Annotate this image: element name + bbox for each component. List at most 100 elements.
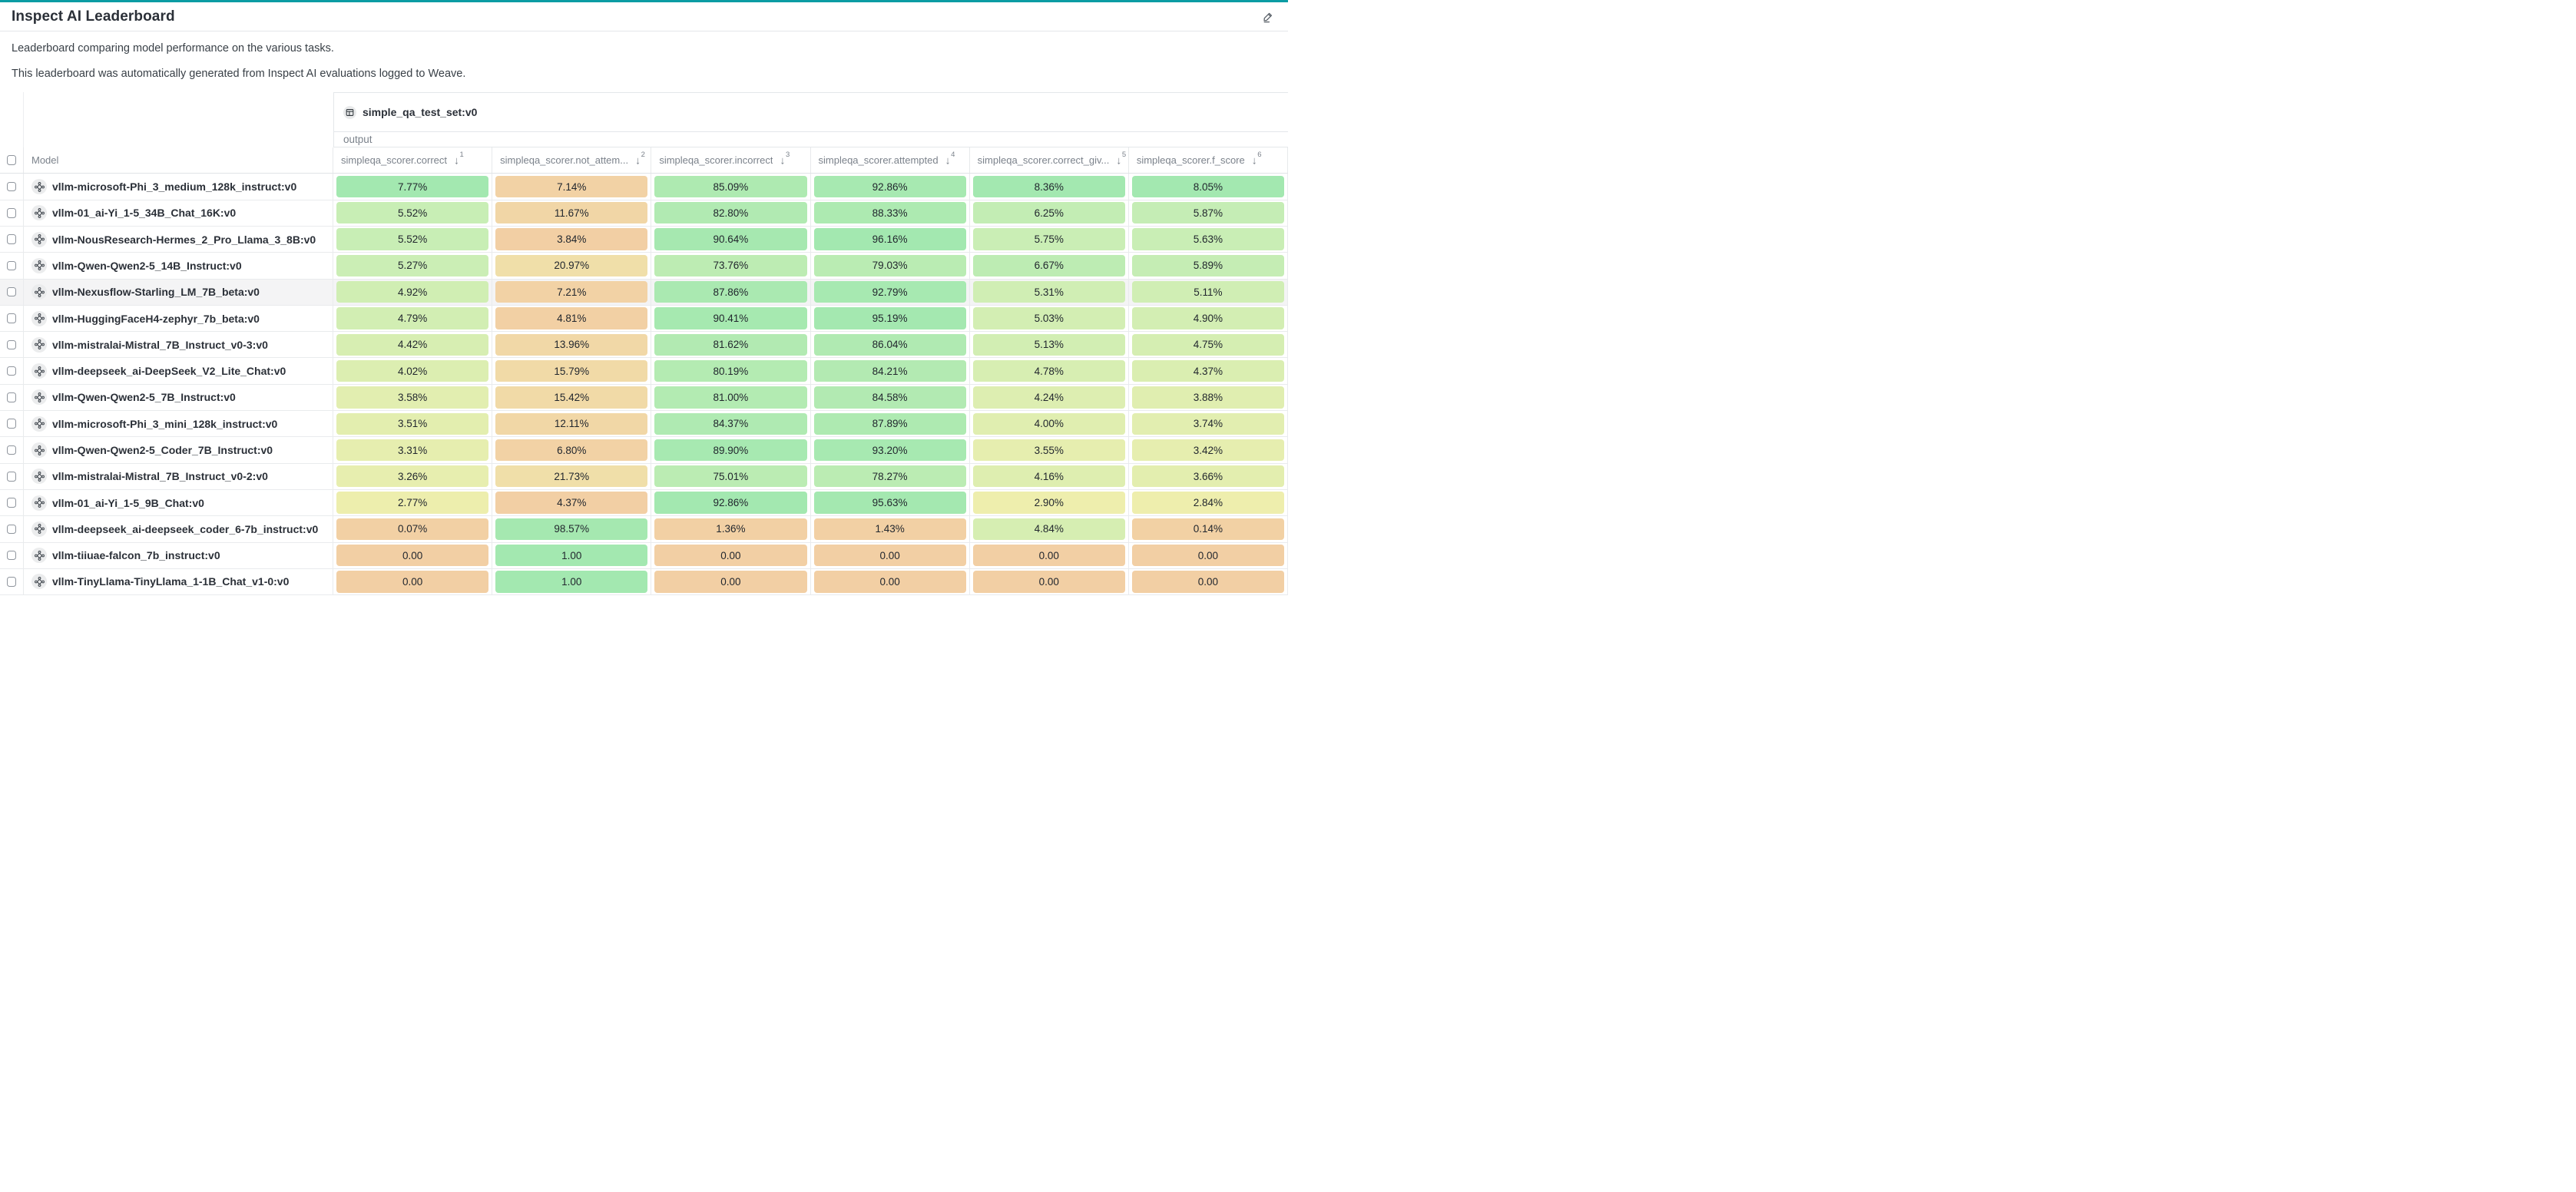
score-value-pill: 92.79%: [813, 281, 966, 303]
model-cell: vllm-Qwen-Qwen2-5_14B_Instruct:v0: [24, 253, 333, 279]
model-name-link[interactable]: vllm-HuggingFaceH4-zephyr_7b_beta:v0: [52, 312, 260, 325]
scorer-column-header[interactable]: simpleqa_scorer.incorrect ↓3: [651, 147, 811, 174]
table-row: vllm-Qwen-Qwen2-5_7B_Instruct:v0 3.58% 15.…: [0, 384, 1288, 412]
score-cell: 2.84%: [1129, 489, 1288, 516]
score-cell: 3.84%: [492, 226, 652, 253]
score-value-pill: 20.97%: [495, 254, 648, 277]
score-cell: 0.00: [1129, 568, 1288, 595]
edit-leaderboard-button[interactable]: [1260, 8, 1276, 25]
model-name-link[interactable]: vllm-NousResearch-Hermes_2_Pro_Llama_3_8…: [52, 233, 316, 246]
row-checkbox[interactable]: [6, 392, 17, 402]
row-checkbox[interactable]: [6, 419, 17, 429]
score-cell: 8.36%: [970, 174, 1129, 200]
select-all-checkbox[interactable]: [6, 155, 17, 165]
model-cell: vllm-mistralai-Mistral_7B_Instruct_v0-2:…: [24, 463, 333, 489]
model-icon: [31, 548, 47, 564]
row-checkbox[interactable]: [6, 524, 17, 535]
score-cell: 6.67%: [970, 253, 1129, 279]
score-value-pill: 4.02%: [336, 359, 489, 382]
score-value-pill: 0.07%: [336, 518, 489, 541]
table-row: vllm-tiiuae-falcon_7b_instruct:v0 0.00 1.0…: [0, 542, 1288, 569]
row-checkbox[interactable]: [6, 208, 17, 218]
row-checkbox[interactable]: [6, 260, 17, 271]
table-row: vllm-deepseek_ai-deepseek_coder_6-7b_ins…: [0, 516, 1288, 543]
score-cell: 3.58%: [333, 384, 493, 411]
scorer-column-header[interactable]: simpleqa_scorer.attempted ↓4: [811, 147, 970, 174]
score-value-pill: 5.11%: [1131, 281, 1284, 303]
score-cell: 5.03%: [970, 305, 1129, 332]
model-icon: [31, 205, 47, 221]
scorer-column-header[interactable]: simpleqa_scorer.correct_giv... ↓5: [970, 147, 1129, 174]
sort-descending-icon[interactable]: ↓6: [1251, 151, 1262, 167]
model-cell: vllm-01_ai-Yi_1-5_34B_Chat_16K:v0: [24, 200, 333, 226]
scorer-column-header[interactable]: simpleqa_scorer.not_attem... ↓2: [492, 147, 652, 174]
row-checkbox-cell: [0, 516, 24, 542]
table-row: vllm-microsoft-Phi_3_medium_128k_instruc…: [0, 174, 1288, 200]
score-cell: 0.00: [970, 568, 1129, 595]
score-value-pill: 89.90%: [654, 439, 807, 462]
model-name-link[interactable]: vllm-Qwen-Qwen2-5_14B_Instruct:v0: [52, 259, 242, 272]
model-name-link[interactable]: vllm-microsoft-Phi_3_mini_128k_instruct:…: [52, 417, 278, 430]
score-value-pill: 15.79%: [495, 359, 648, 382]
row-checkbox[interactable]: [6, 313, 17, 323]
down-arrow-icon: ↓: [1251, 154, 1257, 167]
sort-descending-icon[interactable]: ↓1: [454, 151, 464, 167]
model-name-link[interactable]: vllm-tiiuae-falcon_7b_instruct:v0: [52, 549, 220, 562]
row-checkbox[interactable]: [6, 577, 17, 587]
score-value-pill: 12.11%: [495, 412, 648, 435]
score-value-pill: 1.36%: [654, 518, 807, 541]
model-icon: [31, 495, 47, 511]
model-name-link[interactable]: vllm-mistralai-Mistral_7B_Instruct_v0-2:…: [52, 470, 268, 483]
sort-descending-icon[interactable]: ↓4: [945, 151, 955, 167]
model-name-link[interactable]: vllm-mistralai-Mistral_7B_Instruct_v0-3:…: [52, 338, 268, 351]
score-value-pill: 78.27%: [813, 465, 966, 488]
model-name-link[interactable]: vllm-deepseek_ai-DeepSeek_V2_Lite_Chat:v…: [52, 365, 286, 378]
score-value-pill: 5.52%: [336, 202, 489, 224]
model-name-link[interactable]: vllm-deepseek_ai-deepseek_coder_6-7b_ins…: [52, 522, 319, 535]
score-cell: 4.37%: [1129, 358, 1288, 384]
sort-descending-icon[interactable]: ↓3: [780, 151, 790, 167]
row-checkbox[interactable]: [6, 286, 17, 297]
score-value-pill: 98.57%: [495, 518, 648, 541]
score-value-pill: 3.55%: [972, 439, 1125, 462]
score-value-pill: 84.58%: [813, 386, 966, 409]
model-column-header[interactable]: Model: [24, 147, 333, 174]
score-cell: 90.41%: [651, 305, 811, 332]
model-name-link[interactable]: vllm-TinyLlama-TinyLlama_1-1B_Chat_v1-0:…: [52, 575, 290, 588]
model-name-link[interactable]: vllm-Qwen-Qwen2-5_Coder_7B_Instruct:v0: [52, 444, 273, 456]
row-checkbox[interactable]: [6, 472, 17, 482]
model-name-link[interactable]: vllm-Qwen-Qwen2-5_7B_Instruct:v0: [52, 391, 236, 404]
score-cell: 6.25%: [970, 200, 1129, 226]
model-icon: [31, 257, 47, 273]
sort-priority-number: 3: [785, 151, 790, 160]
score-cell: 2.77%: [333, 489, 493, 516]
sort-descending-icon[interactable]: ↓2: [635, 151, 645, 167]
model-name-link[interactable]: vllm-Nexusflow-Starling_LM_7B_beta:v0: [52, 286, 260, 299]
row-checkbox[interactable]: [6, 498, 17, 508]
score-value-pill: 0.00: [813, 545, 966, 567]
model-cell: vllm-mistralai-Mistral_7B_Instruct_v0-3:…: [24, 332, 333, 358]
row-checkbox[interactable]: [6, 366, 17, 376]
model-icon: [31, 179, 47, 195]
score-value-pill: 4.81%: [495, 307, 648, 329]
table-row: vllm-NousResearch-Hermes_2_Pro_Llama_3_8…: [0, 226, 1288, 253]
scorer-column-header[interactable]: simpleqa_scorer.f_score ↓6: [1129, 147, 1288, 174]
dataset-tag[interactable]: simple_qa_test_set:v0: [343, 105, 477, 119]
score-cell: 3.42%: [1129, 437, 1288, 463]
score-value-pill: 6.25%: [972, 202, 1125, 224]
model-name-link[interactable]: vllm-01_ai-Yi_1-5_34B_Chat_16K:v0: [52, 207, 237, 220]
scorer-column-header[interactable]: simpleqa_scorer.correct ↓1: [333, 147, 493, 174]
score-cell: 93.20%: [811, 437, 970, 463]
row-checkbox[interactable]: [6, 181, 17, 192]
sort-descending-icon[interactable]: ↓5: [1116, 151, 1126, 167]
score-cell: 4.79%: [333, 305, 493, 332]
model-name-link[interactable]: vllm-01_ai-Yi_1-5_9B_Chat:v0: [52, 496, 204, 509]
score-value-pill: 3.51%: [336, 412, 489, 435]
model-name-link[interactable]: vllm-microsoft-Phi_3_medium_128k_instruc…: [52, 180, 297, 194]
score-value-pill: 6.67%: [972, 254, 1125, 277]
down-arrow-icon: ↓: [945, 154, 951, 167]
row-checkbox[interactable]: [6, 339, 17, 350]
row-checkbox[interactable]: [6, 234, 17, 244]
row-checkbox[interactable]: [6, 550, 17, 561]
row-checkbox[interactable]: [6, 445, 17, 455]
